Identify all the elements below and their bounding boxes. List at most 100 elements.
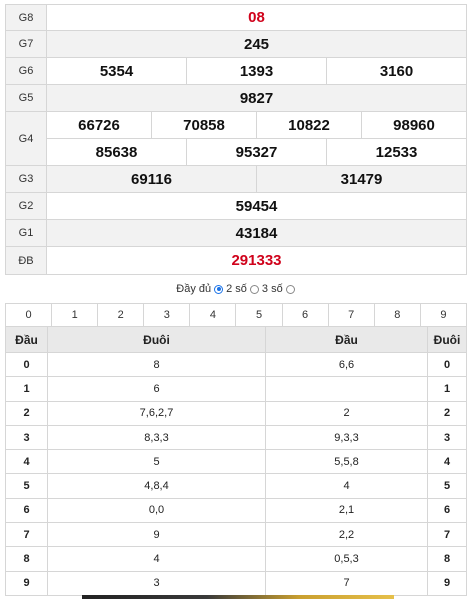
loto-duoi-values: 6 (47, 377, 265, 401)
loto-duoi-values: 4 (47, 547, 265, 571)
prize-number: 95327 (186, 139, 326, 165)
loto-duoi: 2 (427, 401, 466, 425)
loto-duoi-values: 8 (47, 353, 265, 377)
loto-row: 0 8 6,6 0 (6, 352, 466, 377)
prize-row: G1 43184 (6, 220, 466, 247)
loto-dau-values: 4 (265, 474, 427, 498)
loto-row: 4 5 5,5,8 4 (6, 449, 466, 474)
loto-dau: 4 (23, 455, 30, 468)
digit-button[interactable]: 3 (143, 304, 189, 326)
digit-button[interactable]: 2 (97, 304, 143, 326)
prize-row: ĐB 291333 (6, 247, 466, 274)
digit-button[interactable]: 7 (327, 304, 374, 326)
prize-row: G7 245 (6, 31, 466, 58)
loto-dau-values: 6,6 (265, 353, 427, 377)
prize-number: 69116 (131, 170, 172, 188)
loto-dau-values (265, 377, 427, 401)
digit-button[interactable]: 6 (281, 304, 328, 326)
digit-button[interactable]: 8 (373, 304, 420, 326)
loto-duoi-values: 4,8,4 (47, 474, 265, 498)
header-duoi-right: Đuôi (427, 327, 466, 352)
filter-three-radio[interactable] (285, 284, 295, 294)
loto-dau: 8 (23, 553, 30, 566)
filter-three-label: 3 số (261, 283, 283, 295)
loto-row: 2 7,6,2,7 2 2 (6, 400, 466, 425)
loto-dau-values: 0,5,3 (265, 547, 427, 571)
results-table: G8 08 G7 245 G6 5354 1393 3160 G5 9827 G4 66726 7085… (5, 4, 467, 275)
loto-dau: 9 (23, 577, 30, 590)
loto-duoi: 9 (427, 571, 466, 595)
loto-dau-values: 5,5,8 (265, 450, 427, 474)
prize-number: 31479 (256, 166, 466, 192)
prize-row: G4 66726 70858 10822 98960 85638 95327 12533 (6, 112, 466, 166)
loto-dau-values: 2,1 (265, 498, 427, 523)
loto-duoi: 7 (427, 523, 466, 547)
digit-button[interactable]: 5 (235, 304, 281, 326)
header-duoi: Đuôi (47, 327, 265, 352)
prize-label: G3 (6, 166, 47, 192)
prize-label: G1 (6, 220, 47, 246)
prize-row: G6 5354 1393 3160 (6, 58, 466, 85)
loto-duoi-values: 8,3,3 (47, 425, 265, 450)
header-dau: Đầu (15, 332, 38, 347)
loto-row: 8 4 0,5,3 8 (6, 546, 466, 571)
prize-number: 98960 (361, 112, 466, 138)
prize-row: G2 59454 (6, 193, 466, 220)
prize-label: G5 (6, 85, 47, 111)
prize-number: 1393 (186, 58, 326, 84)
prize-number: 12533 (326, 139, 466, 165)
loto-duoi-values: 9 (47, 523, 265, 547)
filter-full-label: Đầy đủ (176, 283, 212, 295)
prize-number: 9827 (239, 89, 274, 107)
loto-duoi-values: 5 (47, 450, 265, 474)
loto-row: 5 4,8,4 4 5 (6, 473, 466, 498)
prize-number: 245 (243, 35, 270, 53)
loto-dau-values: 2 (265, 401, 427, 425)
loto-dau-values: 7 (265, 571, 427, 595)
prize-label: G2 (6, 193, 47, 219)
prize-number: 85638 (95, 143, 138, 161)
digit-button[interactable]: 0 (25, 309, 32, 321)
prize-number: 08 (248, 9, 265, 26)
prize-number: 10822 (256, 112, 361, 138)
prize-row: G5 9827 (6, 85, 466, 112)
bottom-banner-strip (82, 595, 394, 599)
loto-table: Đầu Đuôi Đầu Đuôi 0 8 6,6 0 1 6 1 2 7,6,2,7 2 2 3 8,… (5, 327, 467, 596)
filter-two-radio[interactable] (249, 284, 259, 294)
digit-button[interactable]: 9 (419, 304, 466, 326)
loto-header-row: Đầu Đuôi Đầu Đuôi (6, 327, 466, 352)
loto-duoi: 4 (427, 450, 466, 474)
loto-dau: 1 (23, 382, 30, 395)
loto-dau: 0 (23, 358, 30, 371)
loto-dau-values: 9,3,3 (265, 425, 427, 450)
prize-number: 59454 (235, 197, 278, 215)
prize-row: G8 08 (6, 5, 466, 31)
loto-dau-values: 2,2 (265, 523, 427, 547)
prize-number: 43184 (235, 224, 278, 242)
loto-dau: 5 (23, 480, 30, 493)
loto-row: 1 6 1 (6, 376, 466, 401)
prize-label: ĐB (6, 247, 47, 274)
loto-duoi: 8 (427, 547, 466, 571)
digit-button[interactable]: 1 (51, 304, 97, 326)
prize-number: 5354 (99, 62, 134, 80)
filter-full-radio[interactable] (214, 284, 224, 294)
prize-number: 66726 (78, 116, 120, 134)
prize-label: G8 (6, 5, 47, 30)
header-dau-right: Đầu (265, 327, 427, 352)
loto-row: 6 0,0 2,1 6 (6, 497, 466, 523)
display-filter: Đầy đủ 2 số 3 số (5, 279, 467, 299)
prize-row: G3 69116 31479 (6, 166, 466, 193)
loto-row: 7 9 2,2 7 (6, 522, 466, 547)
prize-label: G4 (6, 112, 47, 165)
prize-label: G7 (6, 31, 47, 57)
loto-duoi: 6 (427, 498, 466, 523)
loto-duoi: 3 (427, 425, 466, 450)
digit-button[interactable]: 4 (189, 304, 235, 326)
prize-number: 3160 (326, 58, 466, 84)
loto-duoi-values: 3 (47, 571, 265, 595)
loto-duoi-values: 0,0 (47, 498, 265, 523)
prize-label: G6 (6, 58, 47, 84)
